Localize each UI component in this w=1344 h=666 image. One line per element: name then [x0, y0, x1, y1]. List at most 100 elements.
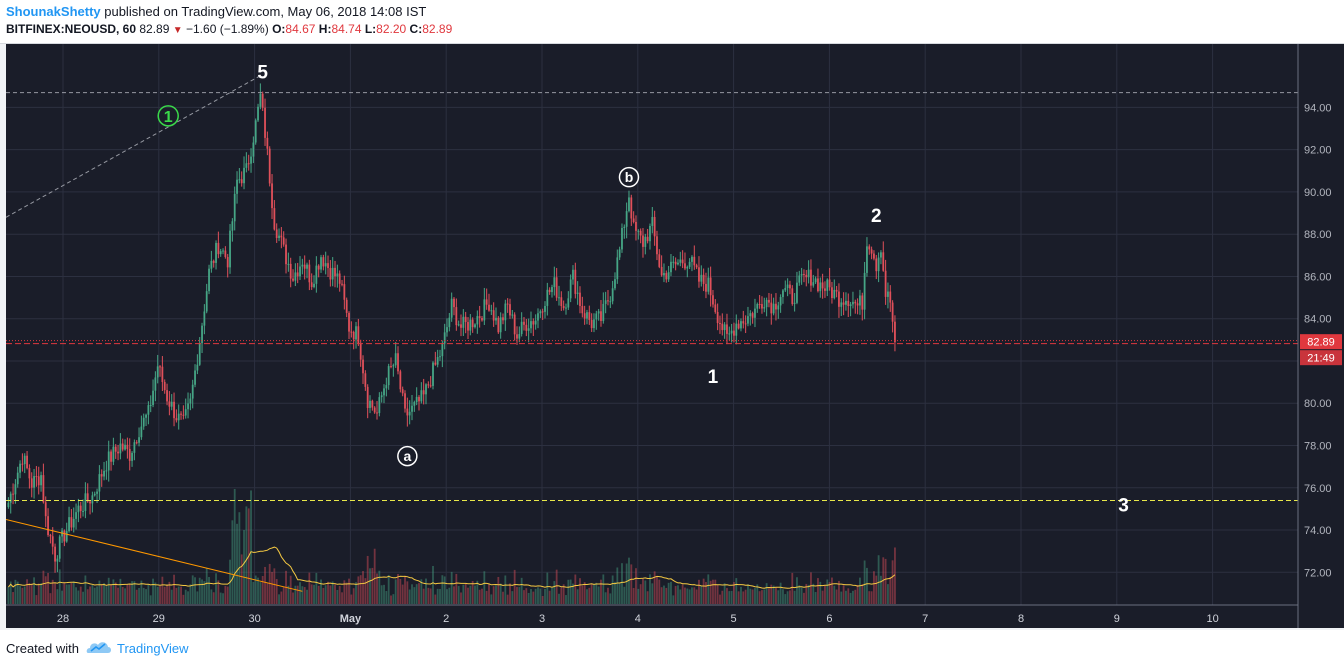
volume-bar [821, 590, 824, 604]
volume-bar [621, 563, 623, 604]
candle-body [133, 442, 136, 453]
volume-bar [702, 578, 705, 604]
candle-body [660, 266, 663, 276]
volume-bar [252, 581, 255, 604]
chart-header: ShounakShetty published on TradingView.c… [0, 0, 1344, 44]
candle-body [303, 264, 306, 269]
candle-body [786, 284, 789, 289]
candle-body [54, 546, 56, 562]
candle-body [446, 327, 448, 333]
candle-body [299, 266, 301, 277]
candle-body [679, 259, 682, 263]
candle-body [476, 316, 479, 325]
candle-body [688, 261, 691, 267]
candle-body [733, 330, 735, 336]
candle-body [119, 443, 122, 454]
volume-bar [492, 586, 495, 604]
candle-body [140, 426, 143, 438]
tradingview-link[interactable]: TradingView [117, 641, 189, 656]
candle-body [100, 474, 103, 477]
volume-bar [595, 582, 598, 604]
volume-bar [212, 592, 215, 604]
volume-bar [70, 582, 73, 604]
volume-bar [651, 583, 654, 604]
candle-body [443, 332, 446, 344]
volume-bar [394, 579, 397, 604]
candle-body [772, 303, 775, 314]
created-with-text: Created with [6, 641, 79, 656]
candle-body [359, 343, 362, 360]
countdown-tag-label: 21:49 [1307, 353, 1335, 365]
candle-body [464, 316, 467, 323]
volume-bar [817, 578, 819, 604]
candle-body [212, 260, 215, 263]
volume-bar [548, 590, 551, 604]
candle-body [569, 279, 572, 299]
volume-bar [301, 586, 304, 604]
volume-bar [413, 587, 416, 604]
volume-bar [707, 574, 710, 604]
volume-bar [450, 571, 453, 604]
candle-body [817, 278, 819, 292]
x-tick-label: 10 [1206, 613, 1218, 625]
volume-bar [434, 594, 437, 604]
volume-bar [786, 591, 789, 604]
volume-bar [824, 585, 826, 604]
volume-bar [401, 584, 404, 604]
volume-bar [264, 566, 266, 604]
candle-body [810, 269, 812, 286]
candle-body [7, 502, 10, 507]
candle-body [807, 269, 810, 278]
candle-body [89, 501, 91, 504]
symbol-name[interactable]: BITFINEX:NEOUSD, 60 [6, 22, 137, 36]
candle-body [740, 321, 742, 329]
author-link[interactable]: ShounakShetty [6, 4, 101, 19]
volume-bar [574, 574, 577, 604]
candle-body [280, 235, 283, 238]
candle-body [847, 300, 850, 307]
candle-body [163, 381, 166, 391]
volume-bar [807, 584, 810, 604]
candle-body [546, 289, 549, 306]
axes: 72.0074.0076.0078.0080.0082.0084.0086.00… [6, 44, 1344, 628]
candle-body [756, 304, 759, 309]
volume-bar [189, 584, 192, 604]
candle-body [894, 321, 896, 343]
candle-body [392, 365, 395, 367]
candle-body [551, 287, 553, 293]
volume-bar [616, 567, 619, 604]
volume-bar [187, 591, 189, 604]
volume-bar [567, 579, 570, 604]
volume-bar [121, 586, 124, 604]
volume-bar [588, 587, 591, 604]
volume-bar [758, 591, 761, 604]
volume-bar [303, 587, 306, 604]
candle-body [665, 273, 668, 280]
candle-body [35, 476, 38, 478]
volume-bar [418, 583, 420, 604]
candle-body [331, 267, 334, 280]
candle-body [415, 396, 418, 403]
candle-body [453, 298, 455, 308]
candle-body [301, 264, 304, 267]
volume-bar [618, 582, 621, 604]
volume-bar [462, 584, 465, 604]
volume-bar [28, 583, 31, 604]
volume-bar [740, 586, 742, 604]
volume-bar [378, 570, 381, 604]
candle-body [28, 468, 31, 479]
candle-body [257, 106, 259, 121]
candle-body [572, 269, 574, 280]
candle-body [658, 254, 661, 267]
candle-body [730, 330, 733, 334]
candle-body [357, 326, 360, 344]
last-price-tag [1300, 334, 1342, 350]
volume-bar [110, 584, 112, 604]
candles [7, 83, 896, 573]
volume-bar [558, 593, 560, 604]
volume-bar [819, 581, 822, 604]
open-label: O: [272, 22, 286, 36]
candle-body [681, 259, 684, 264]
